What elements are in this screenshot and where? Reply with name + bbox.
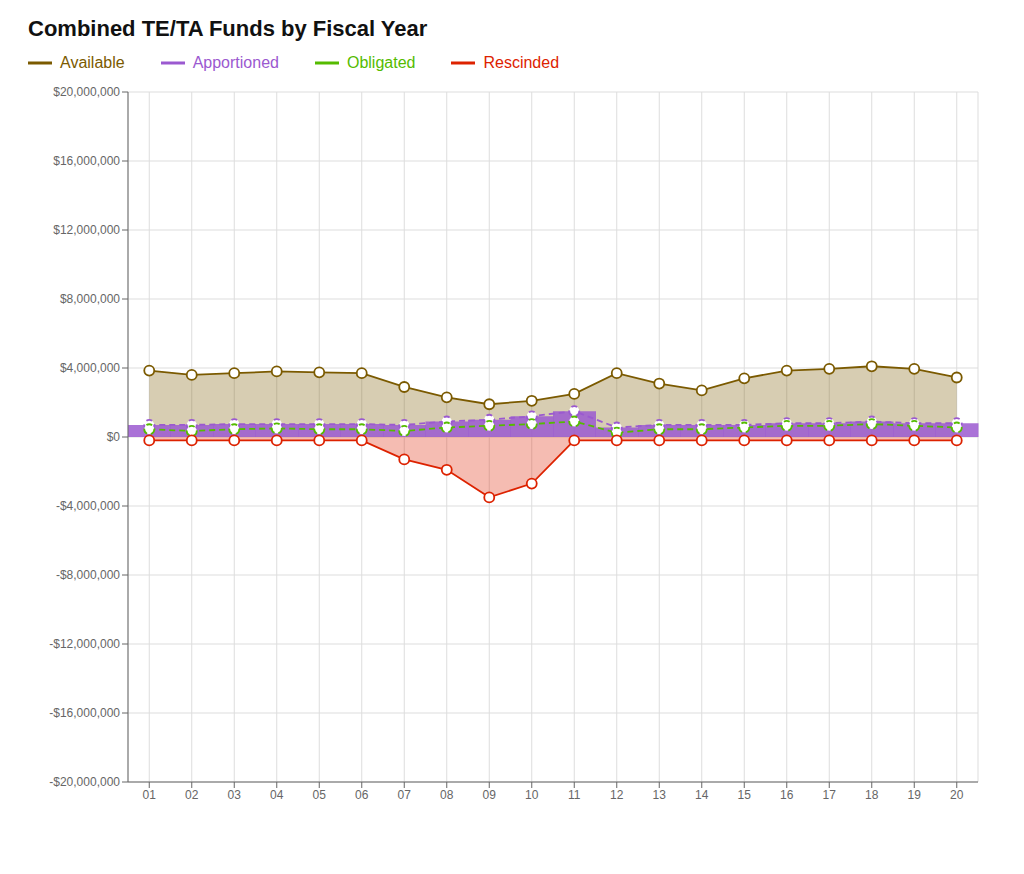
svg-text:08: 08 bbox=[440, 788, 454, 802]
svg-text:-$12,000,000: -$12,000,000 bbox=[49, 637, 120, 651]
svg-text:20: 20 bbox=[950, 788, 964, 802]
svg-text:-$20,000,000: -$20,000,000 bbox=[49, 775, 120, 789]
html-text:Available: Available bbox=[60, 54, 125, 71]
svg-text:01: 01 bbox=[143, 788, 157, 802]
svg-text:04: 04 bbox=[270, 788, 284, 802]
svg-text:07: 07 bbox=[398, 788, 412, 802]
svg-text:$12,000,000: $12,000,000 bbox=[53, 223, 120, 237]
svg-text:11: 11 bbox=[568, 788, 581, 802]
svg-text:$20,000,000: $20,000,000 bbox=[53, 85, 120, 99]
svg-text:$8,000,000: $8,000,000 bbox=[60, 292, 120, 306]
svg-text:05: 05 bbox=[313, 788, 327, 802]
svg-text:-$16,000,000: -$16,000,000 bbox=[49, 706, 120, 720]
svg-text:13: 13 bbox=[653, 788, 667, 802]
svg-text:$4,000,000: $4,000,000 bbox=[60, 361, 120, 375]
svg-text:18: 18 bbox=[865, 788, 879, 802]
svg-text:12: 12 bbox=[610, 788, 624, 802]
svg-text:02: 02 bbox=[185, 788, 199, 802]
svg-text:19: 19 bbox=[908, 788, 922, 802]
svg-text:-$4,000,000: -$4,000,000 bbox=[56, 499, 120, 513]
svg-text:15: 15 bbox=[738, 788, 752, 802]
svg-text:16: 16 bbox=[780, 788, 794, 802]
svg-text:-$8,000,000: -$8,000,000 bbox=[56, 568, 120, 582]
html-text:Apportioned: Apportioned bbox=[192, 54, 279, 71]
html-text:Combined TE/TA Funds by Fiscal: Combined TE/TA Funds by Fiscal Year bbox=[28, 16, 428, 41]
svg-text:$0: $0 bbox=[107, 430, 121, 444]
svg-text:03: 03 bbox=[228, 788, 242, 802]
svg-text:10: 10 bbox=[525, 788, 539, 802]
svg-text:06: 06 bbox=[355, 788, 369, 802]
html-text:Obligated: Obligated bbox=[346, 54, 416, 71]
svg-text:14: 14 bbox=[695, 788, 709, 802]
svg-text:09: 09 bbox=[483, 788, 497, 802]
html-text:Rescinded: Rescinded bbox=[483, 54, 559, 71]
svg-text:$16,000,000: $16,000,000 bbox=[53, 154, 120, 168]
svg-text:17: 17 bbox=[823, 788, 837, 802]
